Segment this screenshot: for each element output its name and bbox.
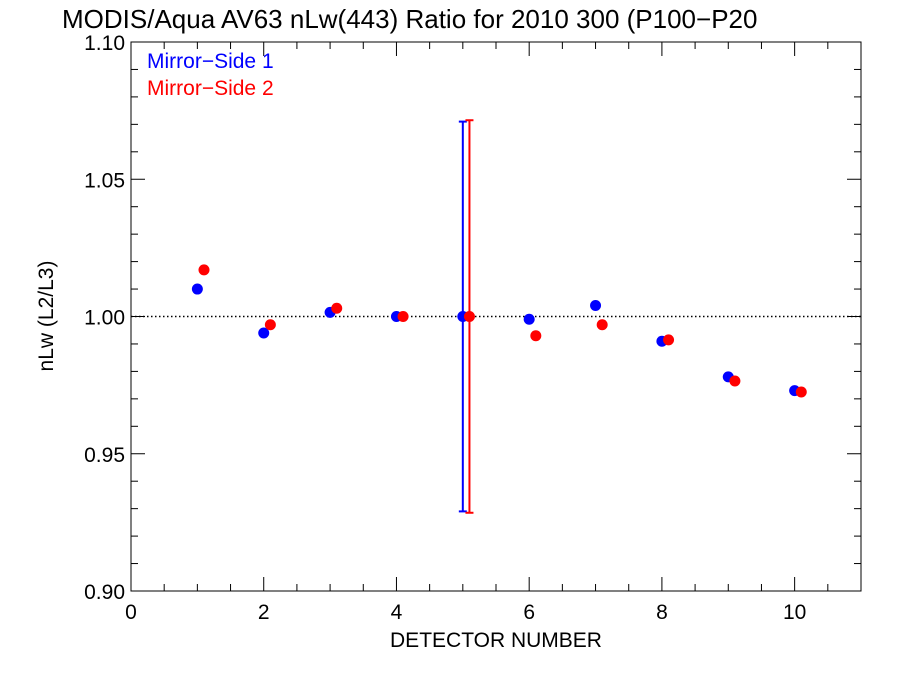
legend-entry: Mirror−Side 2 <box>147 77 274 100</box>
data-point-series-2 <box>397 311 409 322</box>
data-point-series-2 <box>729 375 741 387</box>
x-tick-label: 10 <box>783 601 806 624</box>
data-point-series-2 <box>264 319 276 331</box>
y-tick-label: 1.05 <box>84 169 125 192</box>
y-tick-label: 0.90 <box>84 581 125 604</box>
x-tick-label: 4 <box>391 601 403 624</box>
y-tick-label: 0.95 <box>84 444 125 467</box>
legend-entry: Mirror−Side 1 <box>147 50 274 73</box>
x-tick-label: 2 <box>258 601 270 624</box>
y-axis-label: nLw (L2/L3) <box>35 261 58 372</box>
data-point-series-1 <box>590 300 602 312</box>
data-point-series-2 <box>795 386 807 398</box>
data-point-series-2 <box>331 302 343 314</box>
chart-title: MODIS/Aqua AV63 nLw(443) Ratio for 2010 … <box>62 4 757 34</box>
data-point-series-2 <box>663 334 675 346</box>
x-tick-label: 8 <box>656 601 668 624</box>
y-tick-label: 1.10 <box>84 32 125 55</box>
data-point-series-2 <box>198 264 210 276</box>
data-point-series-2 <box>596 319 608 331</box>
x-tick-label: 6 <box>523 601 535 624</box>
data-point-series-1 <box>523 313 535 325</box>
axis-ticks: 0 2 4 6 8 10 0.90 0.95 1.00 1.05 1.10 <box>84 32 862 624</box>
data-point-series-1 <box>191 283 203 295</box>
data-point-series-2 <box>463 311 475 322</box>
data-point-series-1 <box>258 327 270 339</box>
legend: Mirror−Side 1 Mirror−Side 2 <box>147 50 274 100</box>
x-axis-label: DETECTOR NUMBER <box>390 629 602 652</box>
y-tick-label: 1.00 <box>84 307 125 330</box>
x-tick-label: 0 <box>125 601 137 624</box>
data-point-series-2 <box>530 330 542 342</box>
data-points <box>191 264 807 398</box>
